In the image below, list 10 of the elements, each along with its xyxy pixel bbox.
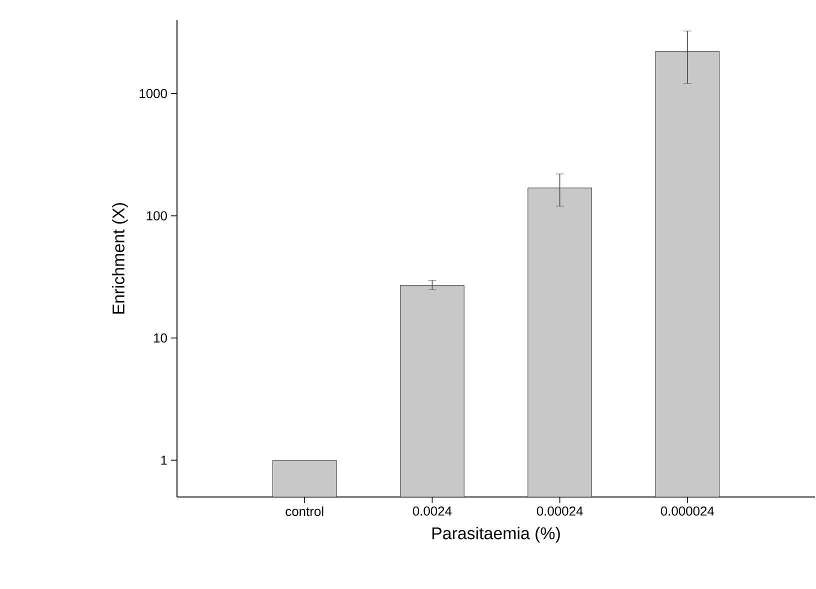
y-tick-label: 10 bbox=[154, 333, 167, 343]
y-tick-label: 100 bbox=[146, 211, 167, 220]
x-tick-label: 0.0024 bbox=[412, 506, 452, 516]
y-axis-title: Enrichment (X) bbox=[112, 203, 128, 314]
x-tick-label: control bbox=[286, 506, 324, 516]
x-tick-label: 0.000024 bbox=[660, 506, 714, 516]
y-tick-label: 1000 bbox=[140, 88, 167, 98]
y-tick-label: 1 bbox=[161, 456, 167, 465]
x-tick-label: 0.00024 bbox=[536, 506, 583, 516]
x-axis-title: Parasitaemia (%) bbox=[432, 526, 560, 543]
